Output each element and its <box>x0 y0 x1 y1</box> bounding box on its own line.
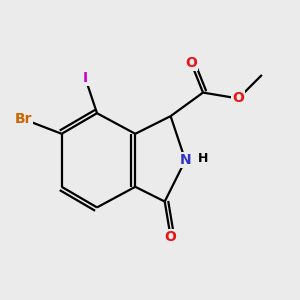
Text: O: O <box>185 56 197 70</box>
Text: Br: Br <box>15 112 32 126</box>
Text: O: O <box>232 92 244 106</box>
Text: I: I <box>83 71 88 85</box>
Text: H: H <box>198 152 208 165</box>
Text: O: O <box>165 230 176 244</box>
Text: N: N <box>179 153 191 167</box>
